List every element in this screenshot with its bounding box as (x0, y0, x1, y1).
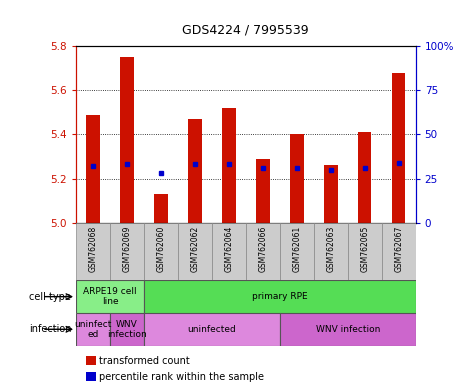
Bar (188, 119, 202, 223)
Bar (222, 108, 236, 223)
Bar (256, 159, 270, 223)
Bar (212, 223, 246, 280)
Bar (324, 165, 338, 223)
Text: ARPE19 cell
line: ARPE19 cell line (83, 287, 137, 306)
Bar (144, 313, 280, 346)
Text: WNV
infection: WNV infection (107, 319, 147, 339)
Bar (76, 280, 144, 313)
Text: transformed count: transformed count (99, 356, 190, 366)
Bar (381, 223, 416, 280)
Bar (110, 313, 144, 346)
Bar (110, 223, 144, 280)
Bar (120, 57, 134, 223)
Text: GSM762066: GSM762066 (258, 226, 267, 272)
Text: percentile rank within the sample: percentile rank within the sample (99, 372, 264, 382)
Text: WNV infection: WNV infection (315, 325, 380, 334)
Text: cell type: cell type (29, 291, 71, 302)
Bar (144, 223, 178, 280)
Text: GSM762064: GSM762064 (224, 226, 233, 272)
Text: uninfect
ed: uninfect ed (74, 319, 112, 339)
Bar (392, 73, 406, 223)
Bar (76, 313, 110, 346)
Text: uninfected: uninfected (188, 325, 236, 334)
Bar (348, 223, 381, 280)
Text: infection: infection (29, 324, 71, 334)
Bar (76, 223, 110, 280)
Bar (246, 223, 280, 280)
Bar (144, 280, 416, 313)
Text: GDS4224 / 7995539: GDS4224 / 7995539 (182, 23, 309, 36)
Text: GSM762063: GSM762063 (326, 226, 335, 272)
Text: GSM762062: GSM762062 (190, 226, 200, 272)
Bar (86, 114, 100, 223)
Text: GSM762067: GSM762067 (394, 226, 403, 272)
Text: GSM762060: GSM762060 (156, 226, 165, 272)
Text: primary RPE: primary RPE (252, 292, 308, 301)
Text: GSM762069: GSM762069 (123, 226, 132, 272)
Bar (290, 134, 304, 223)
Bar (154, 194, 168, 223)
Text: GSM762061: GSM762061 (292, 226, 301, 272)
Bar (314, 223, 348, 280)
Text: GSM762065: GSM762065 (360, 226, 369, 272)
Text: GSM762068: GSM762068 (88, 226, 97, 272)
Bar (280, 223, 314, 280)
Bar (358, 132, 371, 223)
Bar (178, 223, 212, 280)
Bar (280, 313, 416, 346)
